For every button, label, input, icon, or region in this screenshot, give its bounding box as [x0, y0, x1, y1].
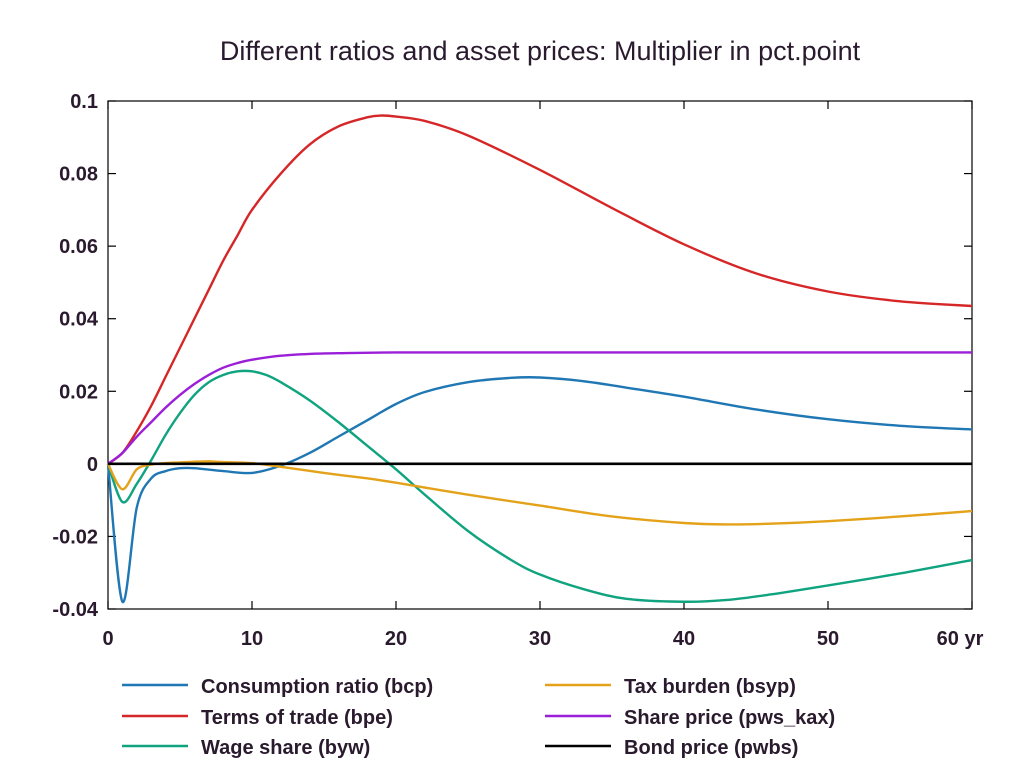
series-line-2 — [106, 369, 973, 603]
series-line-0 — [106, 375, 973, 603]
y-tick-label: -0.04 — [52, 599, 98, 621]
series-line-4 — [107, 351, 972, 465]
y-tick-label: 0.08 — [59, 164, 98, 186]
y-axis: -0.04 -0.02 0 0.02 0.04 0.06 0.08 0.1 — [52, 91, 972, 621]
y-tick-label: 0.02 — [59, 381, 98, 403]
legend-label: Tax burden (bsyp) — [624, 676, 796, 698]
chart-title: Different ratios and asset prices: Multi… — [220, 36, 861, 66]
series-line-3 — [106, 460, 973, 526]
series-lines — [106, 114, 973, 603]
legend-label: Wage share (byw) — [201, 737, 370, 759]
x-tick-label: 50 — [817, 628, 839, 650]
legend: Consumption ratio (bcp) Terms of trade (b… — [122, 676, 835, 759]
legend-label: Share price (pws_kax) — [624, 707, 835, 729]
series-line-1 — [107, 114, 973, 465]
plot-area-frame — [107, 100, 973, 610]
x-tick-label: 30 — [529, 628, 551, 650]
x-tick-label: 0 — [102, 628, 113, 650]
x-tick-label: 10 — [241, 628, 263, 650]
legend-label: Consumption ratio (bcp) — [201, 676, 433, 698]
x-tick-label: 20 — [385, 628, 407, 650]
y-tick-label: 0 — [87, 454, 98, 476]
legend-label: Terms of trade (bpe) — [201, 707, 393, 729]
y-tick-label: -0.02 — [52, 526, 98, 548]
x-tick-label: 40 — [673, 628, 695, 650]
y-tick-label: 0.1 — [70, 91, 98, 113]
x-tick-label: 60 yr — [937, 628, 984, 650]
x-axis: 0 10 20 30 40 50 60 yr — [102, 101, 984, 650]
y-tick-label: 0.04 — [59, 309, 99, 331]
legend-label: Bond price (pwbs) — [624, 737, 798, 759]
y-tick-label: 0.06 — [59, 236, 98, 258]
